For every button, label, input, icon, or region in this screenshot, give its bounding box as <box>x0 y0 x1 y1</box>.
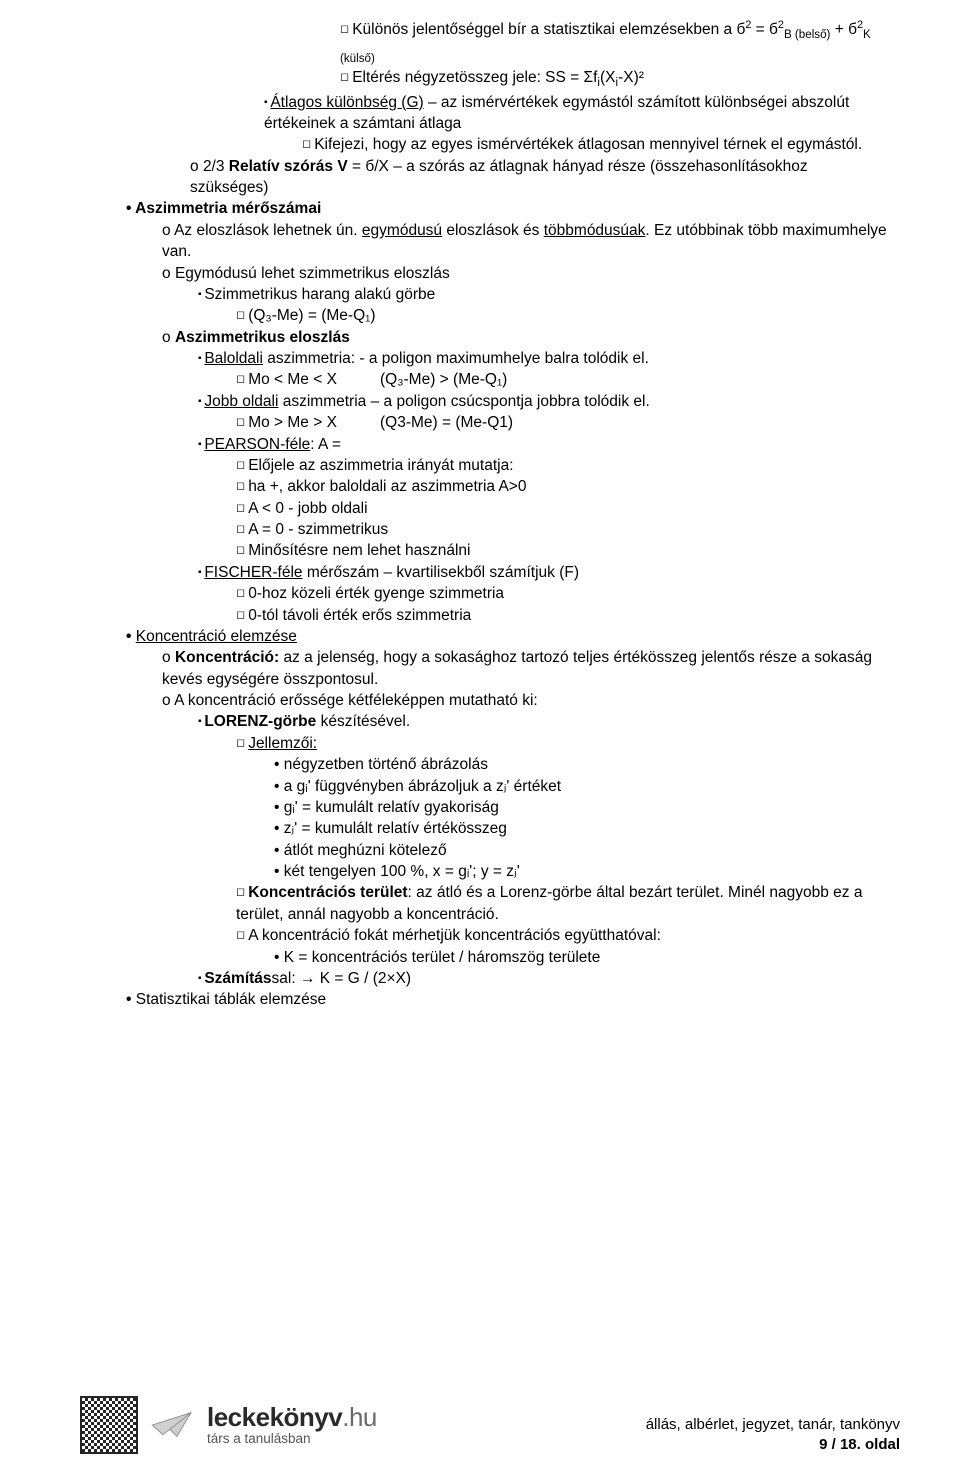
text: Mo < Me < X (Q₃-Me) > (Me-Q₁) <box>248 371 507 388</box>
logo-tagline: társ a tanulásban <box>207 1432 377 1446</box>
list-item: Minősítésre nem lehet használni <box>236 540 890 561</box>
text: A = 0 - szimmetrikus <box>248 521 388 538</box>
text: Szimmetrikus harang alakú görbe <box>204 286 435 303</box>
paper-plane-icon <box>150 1410 195 1440</box>
list-item: PEARSON-féle: A = Előjele az aszimmetria… <box>198 434 890 562</box>
list-item: 2/3 Relatív szórás V = б/X – a szórás az… <box>190 156 890 199</box>
text: Átlagos különbség (G) <box>270 94 423 111</box>
document-body: Különös jelentőséggel bír a statisztikai… <box>80 18 890 1011</box>
list-item: gᵢ' = kumulált relatív gyakoriság <box>274 797 890 818</box>
list-item: négyzetben történő ábrázolás <box>274 754 890 775</box>
list-item: A < 0 - jobb oldali <box>236 498 890 519</box>
list-item: (Q₃-Me) = (Me-Q₁) <box>236 305 890 326</box>
list-item: Koncentrációs terület: az átló és a Lore… <box>236 882 890 925</box>
text: Különös jelentőséggel bír a statisztikai… <box>340 21 871 62</box>
page-footer: leckekönyv.hu társ a tanulásban állás, a… <box>0 1396 960 1454</box>
heading: Aszimmetria mérőszámai <box>135 200 321 217</box>
footer-tags: állás, albérlet, jegyzet, tanár, tanköny… <box>646 1415 900 1435</box>
text: FISCHER-féle <box>204 564 302 581</box>
text: (Q₃-Me) = (Me-Q₁) <box>248 307 375 324</box>
text: két tengelyen 100 %, x = gᵢ'; y = zⱼ' <box>284 863 520 880</box>
heading: Koncentráció elemzése <box>136 628 297 645</box>
list-item: ha +, akkor baloldali az aszimmetria A>0 <box>236 476 890 497</box>
list-item: a gᵢ' függvényben ábrázoljuk a zⱼ' érték… <box>274 776 890 797</box>
text: Relatív szórás V <box>229 158 348 175</box>
text: aszimmetria – a poligon csúcspontja jobb… <box>278 393 649 410</box>
list-item: Szimmetrikus harang alakú görbe (Q₃-Me) … <box>198 284 890 327</box>
logo-text: leckekönyv.hu <box>207 1404 377 1431</box>
list-item: Koncentráció elemzése Koncentráció: az a… <box>126 626 890 989</box>
text: Az eloszlások lehetnek ún. <box>174 222 362 239</box>
text: Koncentráció: <box>175 649 279 666</box>
list-item: K = koncentrációs terület / háromszög te… <box>274 947 890 968</box>
list-item: LORENZ-görbe készítésével. Jellemzői: né… <box>198 711 890 968</box>
text: Előjele az aszimmetria irányát mutatja: <box>248 457 513 474</box>
text: Baloldali <box>204 350 263 367</box>
text: aszimmetria: - a poligon maximumhelye ba… <box>263 350 649 367</box>
text: 0-tól távoli érték erős szimmetria <box>248 607 471 624</box>
heading: Statisztikai táblák elemzése <box>136 991 326 1008</box>
text: mérőszám – kvartilisekből számítjuk (F) <box>303 564 579 581</box>
list-item: Mo > Me > X (Q3-Me) = (Me-Q1) <box>236 412 890 433</box>
text: A koncentráció erőssége kétféleképpen mu… <box>174 692 538 709</box>
list-item: Jellemzői: négyzetben történő ábrázolás … <box>236 733 890 883</box>
text: többmódusúak <box>544 222 646 239</box>
list-item: átlót meghúzni kötelező <box>274 840 890 861</box>
text: Minősítésre nem lehet használni <box>248 542 470 559</box>
text: készítésével. <box>316 713 410 730</box>
list-item: Átlagos különbség (G) – az ismérvértékek… <box>264 92 890 156</box>
text: zⱼ' = kumulált relatív értékösszeg <box>284 820 507 837</box>
list-item: Eltérés négyzetösszeg jele: SS = Σfi(Xi-… <box>340 67 890 91</box>
list-item: Aszimmetrikus eloszlás Baloldali aszimme… <box>162 327 890 626</box>
list-item: Számítással: → K = G / (2×X) <box>198 968 890 989</box>
list-item: Különös jelentőséggel bír a statisztikai… <box>340 18 890 67</box>
text: a gᵢ' függvényben ábrázoljuk a zⱼ' érték… <box>284 778 561 795</box>
list-item: FISCHER-féle mérőszám – kvartilisekből s… <box>198 562 890 626</box>
text: Kifejezi, hogy az egyes ismérvértékek át… <box>314 136 862 153</box>
text: A < 0 - jobb oldali <box>248 500 367 517</box>
text: A koncentráció fokát mérhetjük koncentrá… <box>248 927 661 944</box>
text: Számítás <box>204 970 271 987</box>
text: gᵢ' = kumulált relatív gyakoriság <box>284 799 499 816</box>
text: K = koncentrációs terület / háromszög te… <box>284 949 601 966</box>
list-item: Előjele az aszimmetria irányát mutatja: <box>236 455 890 476</box>
text: sal: → K = G / (2×X) <box>272 970 412 987</box>
list-item: zⱼ' = kumulált relatív értékösszeg <box>274 818 890 839</box>
list-item: A = 0 - szimmetrikus <box>236 519 890 540</box>
list-item: Jobb oldali aszimmetria – a poligon csúc… <box>198 391 890 434</box>
text: ha +, akkor baloldali az aszimmetria A>0 <box>248 478 526 495</box>
list-item: 0-hoz közeli érték gyenge szimmetria <box>236 583 890 604</box>
text: Eltérés négyzetösszeg jele: SS = Σfi(Xi-… <box>352 69 644 86</box>
footer-logo: leckekönyv.hu társ a tanulásban <box>80 1396 377 1454</box>
text: átlót meghúzni kötelező <box>284 842 447 859</box>
text: Jellemzői: <box>248 735 317 752</box>
text: PEARSON-féle <box>204 436 310 453</box>
text: LORENZ-görbe <box>204 713 316 730</box>
list-item: Baloldali aszimmetria: - a poligon maxim… <box>198 348 890 391</box>
text: Jobb oldali <box>204 393 278 410</box>
text: Koncentrációs terület <box>248 884 407 901</box>
list-item: Koncentráció: az a jelenség, hogy a soka… <box>162 647 890 690</box>
list-item: A koncentráció erőssége kétféleképpen mu… <box>162 690 890 989</box>
list-item: Az eloszlások lehetnek ún. egymódusú elo… <box>162 220 890 263</box>
list-item: 0-tól távoli érték erős szimmetria <box>236 605 890 626</box>
text: 2/3 <box>203 158 229 175</box>
list-item: Mo < Me < X (Q₃-Me) > (Me-Q₁) <box>236 369 890 390</box>
qr-code-icon <box>80 1396 138 1454</box>
text: egymódusú <box>362 222 442 239</box>
list-item: Aszimmetria mérőszámai Az eloszlások leh… <box>126 198 890 626</box>
text: négyzetben történő ábrázolás <box>284 756 488 773</box>
text: 0-hoz közeli érték gyenge szimmetria <box>248 585 504 602</box>
list-item: két tengelyen 100 %, x = gᵢ'; y = zⱼ' <box>274 861 890 882</box>
page-number: 9 / 18. oldal <box>646 1435 900 1455</box>
list-item: Kifejezi, hogy az egyes ismérvértékek át… <box>302 134 890 155</box>
list-item: Egymódusú lehet szimmetrikus eloszlás Sz… <box>162 263 890 327</box>
text: Mo > Me > X (Q3-Me) = (Me-Q1) <box>248 414 513 431</box>
text: Egymódusú lehet szimmetrikus eloszlás <box>175 265 450 282</box>
list-item: Statisztikai táblák elemzése <box>126 989 890 1010</box>
text: Aszimmetrikus eloszlás <box>175 329 350 346</box>
text: eloszlások és <box>442 222 544 239</box>
list-item: A koncentráció fokát mérhetjük koncentrá… <box>236 925 890 968</box>
text: : A = <box>310 436 341 453</box>
